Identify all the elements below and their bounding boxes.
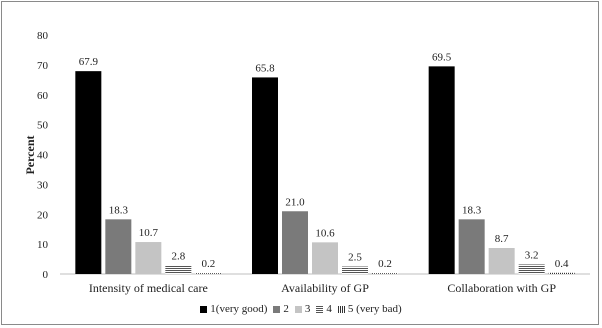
legend-item: 4 bbox=[316, 303, 332, 315]
data-label: 0.4 bbox=[555, 258, 569, 270]
bar bbox=[488, 248, 515, 274]
data-label: 10.6 bbox=[315, 227, 335, 239]
data-label: 18.3 bbox=[109, 204, 129, 216]
legend-item: 1(very good) bbox=[200, 303, 267, 315]
data-label: 0.2 bbox=[378, 258, 392, 270]
y-tick-label: 40 bbox=[37, 150, 49, 162]
legend-swatch bbox=[273, 305, 281, 313]
bar bbox=[105, 219, 132, 274]
legend-swatch bbox=[294, 305, 302, 313]
bar bbox=[165, 265, 192, 274]
y-tick-label: 80 bbox=[37, 30, 49, 42]
legend-label: 5 (very bad) bbox=[347, 303, 402, 315]
y-tick-label: 50 bbox=[37, 120, 49, 132]
y-tick-label: 20 bbox=[37, 209, 49, 221]
data-label: 2.5 bbox=[348, 252, 362, 264]
bar bbox=[518, 264, 545, 274]
y-tick-label: 60 bbox=[37, 90, 49, 102]
data-label: 2.8 bbox=[171, 251, 185, 263]
x-tick-label: Availability of GP bbox=[281, 281, 369, 295]
bar-chart: 0 10 20 30 40 50 60 70 80 Percent 67.9 18.3 10.7 2.8 0… bbox=[23, 30, 590, 295]
legend-item: 2 bbox=[273, 303, 289, 315]
legend-label: 3 bbox=[304, 303, 311, 315]
data-label: 67.9 bbox=[79, 56, 99, 68]
bar bbox=[372, 273, 398, 274]
x-tick-label: Collaboration with GP bbox=[447, 281, 556, 295]
y-axis-label: Percent bbox=[23, 135, 37, 174]
legend-item: 3 bbox=[294, 303, 311, 315]
bar bbox=[458, 219, 485, 274]
bar bbox=[548, 272, 575, 274]
data-label: 69.5 bbox=[432, 51, 452, 63]
data-label: 65.8 bbox=[255, 62, 275, 74]
bar bbox=[312, 242, 338, 274]
legend-label: 4 bbox=[326, 303, 332, 315]
legend-swatch bbox=[200, 305, 208, 313]
legend-swatch bbox=[337, 305, 345, 313]
bar bbox=[195, 273, 222, 274]
bar bbox=[342, 266, 368, 274]
bar bbox=[282, 211, 308, 274]
data-label: 21.0 bbox=[285, 196, 305, 208]
bar bbox=[135, 242, 162, 274]
bar bbox=[428, 66, 455, 275]
data-label: 3.2 bbox=[525, 249, 539, 261]
legend-swatch bbox=[316, 305, 324, 313]
bar bbox=[252, 77, 278, 274]
y-tick-label: 30 bbox=[37, 179, 49, 191]
legend-label: 2 bbox=[283, 303, 289, 315]
legend: 1(very good) 2 3 4 5 (very bad) bbox=[0, 303, 602, 315]
y-tick-label: 70 bbox=[37, 60, 49, 72]
y-tick-label: 10 bbox=[37, 239, 49, 251]
x-tick-label: Intensity of medical care bbox=[89, 281, 208, 295]
data-label: 0.2 bbox=[201, 258, 215, 270]
data-label: 8.7 bbox=[495, 233, 509, 245]
legend-label: 1(very good) bbox=[210, 303, 268, 315]
data-label: 10.7 bbox=[139, 227, 159, 239]
legend-item: 5 (very bad) bbox=[337, 303, 402, 315]
bar bbox=[75, 71, 102, 275]
data-label: 18.3 bbox=[462, 204, 482, 216]
y-tick-label: 0 bbox=[43, 269, 49, 281]
